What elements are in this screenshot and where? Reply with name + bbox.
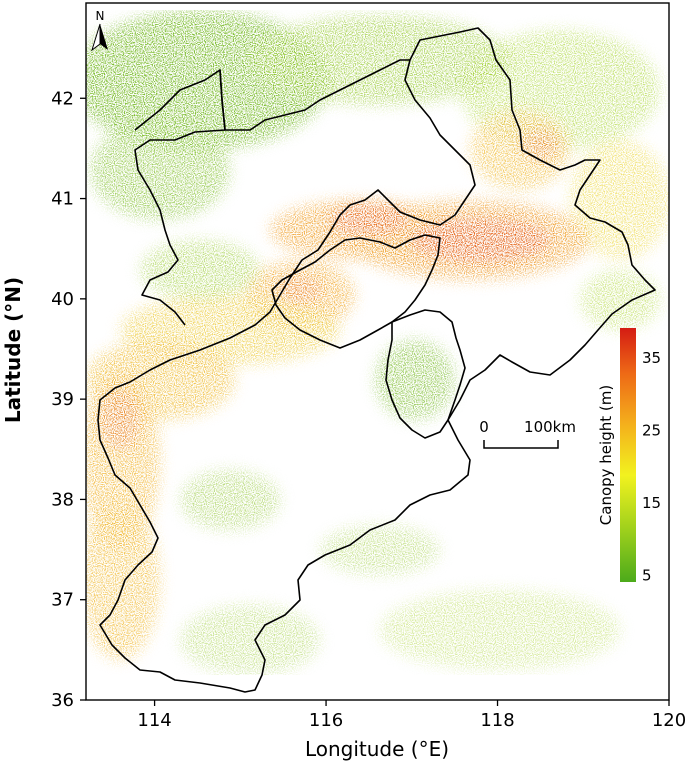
colorbar-legend: 35 25 15 5 Canopy height (m) — [597, 328, 661, 585]
scale-bar-line — [483, 440, 559, 449]
colorbar-tick-label: 25 — [642, 422, 661, 440]
y-tick-label: 42 — [51, 88, 74, 109]
scale-bar-start-label: 0 — [479, 418, 489, 436]
north-arrow-label: N — [96, 9, 105, 23]
hebei-boundary — [97, 27, 656, 693]
north-arrow-icon-half — [91, 23, 101, 52]
legend-title: Canopy height (m) — [597, 385, 615, 525]
y-axis-ticks: 36 37 38 39 40 41 42 — [51, 88, 86, 711]
x-tick-label: 114 — [137, 710, 171, 731]
y-tick-label: 39 — [51, 389, 74, 410]
x-tick-label: 116 — [309, 710, 343, 731]
x-axis-ticks: 114 116 118 120 — [137, 700, 685, 731]
y-tick-label: 37 — [51, 590, 74, 611]
scale-bar-end-label: 100km — [524, 418, 576, 436]
x-tick-label: 120 — [652, 710, 685, 731]
inner-boundary-west — [134, 69, 226, 326]
plot-frame — [85, 2, 670, 701]
colorbar-tick-label: 5 — [642, 567, 652, 585]
scale-bar: 0 100km — [479, 418, 576, 449]
y-tick-label: 40 — [51, 289, 74, 310]
colorbar-tick-label: 15 — [642, 494, 661, 512]
colorbar-tick-label: 35 — [642, 349, 661, 367]
x-axis-label: Longitude (°E) — [305, 737, 449, 761]
x-tick-label: 118 — [480, 710, 514, 731]
north-arrow-icon — [100, 24, 108, 50]
y-axis-label: Latitude (°N) — [1, 277, 25, 423]
y-tick-label: 36 — [51, 690, 74, 711]
canopy-height-raster — [86, 10, 669, 675]
y-tick-label: 41 — [51, 189, 74, 210]
tianjin-boundary — [385, 309, 466, 439]
beijing-boundary — [271, 234, 441, 349]
colorbar-ticks: 35 25 15 5 — [642, 349, 661, 585]
north-arrow: N — [91, 9, 108, 52]
y-tick-label: 38 — [51, 489, 74, 510]
colorbar — [620, 328, 636, 582]
province-boundaries — [97, 27, 656, 693]
